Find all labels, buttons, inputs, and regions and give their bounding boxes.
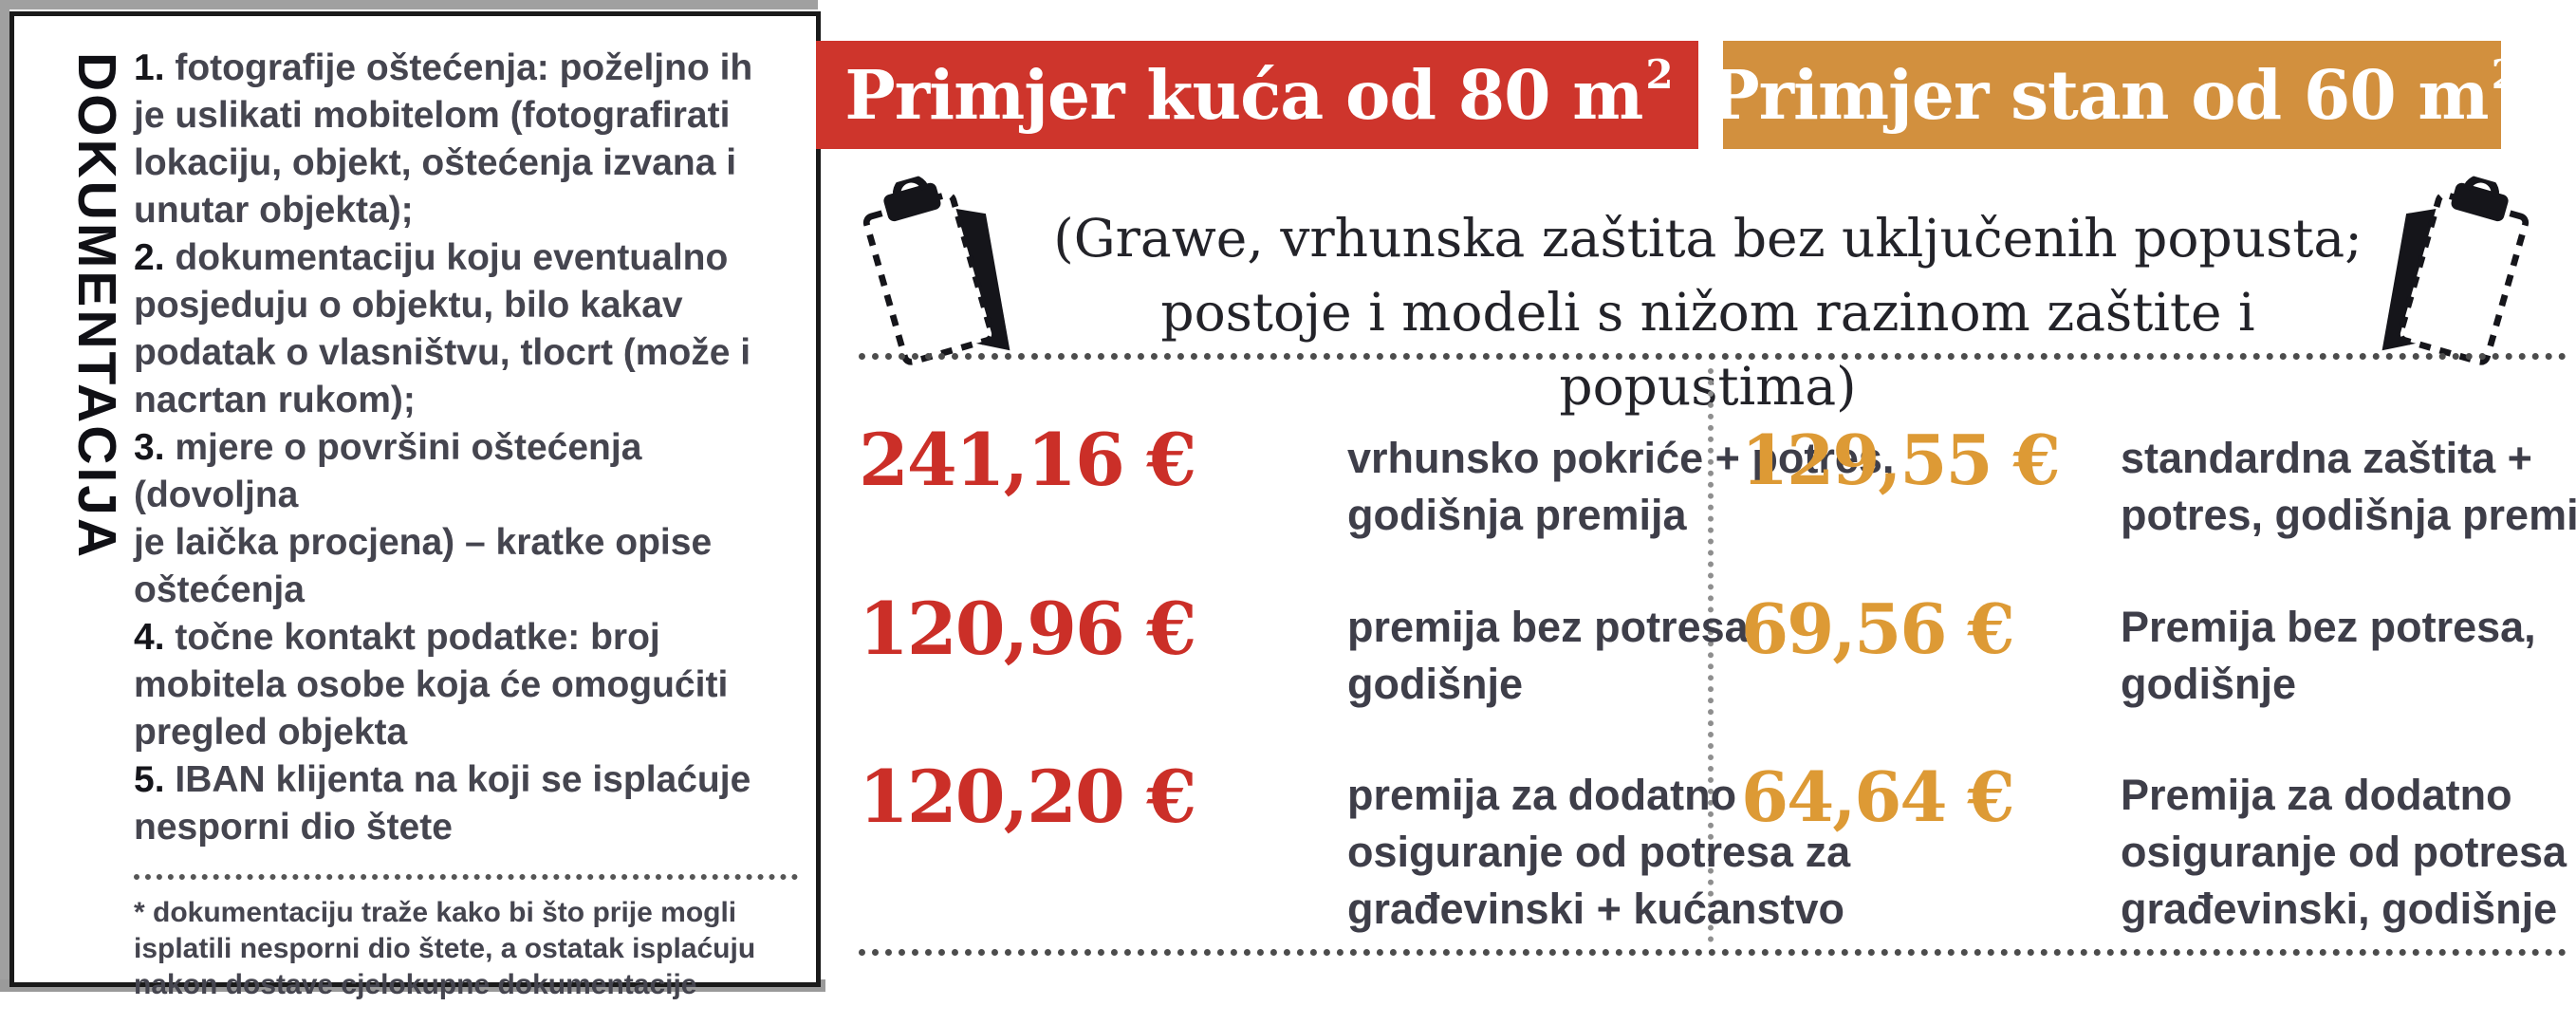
clipboard-icon (835, 153, 1054, 391)
header-house-label: Primjer kuća od 80 m (844, 55, 1643, 135)
list-item: 4. točne kontakt podatke: broj mobitela … (134, 614, 804, 756)
item-text: fotografije oštećenja: poželjno ih je us… (134, 47, 753, 231)
price-value: 69,56 € (1741, 588, 2015, 669)
header-house-sup: 2 (1645, 50, 1673, 98)
item-text: točne kontakt podatke: broj mobitela oso… (134, 617, 729, 753)
dotted-rule-bottom (859, 949, 2567, 956)
dotted-column-divider (1708, 368, 1714, 942)
price-row-house-3: 120,20 € premija za dodatno osiguranje o… (859, 759, 1936, 938)
scan-edge-top (0, 0, 818, 9)
price-description: premija bez potresa, godišnje (1347, 603, 1761, 708)
price-row-house-1: 241,16 € vrhunsko pokriće + potres, godi… (859, 422, 1936, 544)
item-number: 1. (134, 47, 165, 88)
list-item: 3. mjere o površini oštećenja (dovoljna … (134, 424, 804, 614)
panel-footnote: * dokumentaciju traže kako bi što prije … (134, 897, 756, 1000)
price-description: Premija za dodatno osiguranje od potresa… (2121, 771, 2567, 933)
item-number: 5. (134, 759, 165, 800)
clipboard-icon (2339, 153, 2558, 391)
item-text: mjere o površini oštećenja (dovoljna je … (134, 427, 713, 610)
list-item: 5. IBAN klijenta na koji se isplaćuje ne… (134, 756, 804, 851)
price-description: vrhunsko pokriće + potres, godišnja prem… (1347, 434, 1895, 539)
price-row-apartment-1: 129,55 € standardna zaštita + potres, go… (1741, 422, 2576, 544)
documentation-panel: DOKUMENTACIJA 1. fotografije oštećenja: … (9, 11, 821, 1000)
price-value: 64,64 € (1741, 756, 2015, 837)
item-number: 4. (134, 617, 165, 658)
price-description: premija za dodatno osiguranje od potresa… (1347, 771, 1851, 933)
item-number: 2. (134, 237, 165, 278)
price-value: 241,16 € (859, 418, 1196, 502)
dotted-rule-top (859, 353, 2567, 360)
price-description: Premija bez potresa, godišnje (2121, 603, 2536, 708)
item-text: IBAN klijenta na koji se isplaćuje nespo… (134, 759, 751, 848)
price-value: 129,55 € (1741, 419, 2061, 500)
item-number: 3. (134, 427, 165, 468)
scan-edge-left (0, 9, 9, 985)
list-item: 2. dokumentaciju koju eventualno posjedu… (134, 234, 804, 424)
panel-vertical-title: DOKUMENTACIJA (66, 52, 127, 561)
item-text: dokumentaciju koju eventualno posjeduju … (134, 237, 751, 420)
price-row-apartment-2: 69,56 € Premija bez potresa, godišnje (1741, 591, 2576, 713)
price-description: standardna zaštita + potres, godišnja pr… (2121, 434, 2576, 539)
header-apartment-sup: 2 (2491, 50, 2519, 98)
subtitle-note: (Grawe, vrhunska zaštita bez uključenih … (1053, 208, 2363, 417)
list-item: 1. fotografije oštećenja: poželjno ih je… (134, 45, 804, 234)
header-apartment-label: Primjer stan od 60 m (1709, 55, 2489, 135)
footnote-separator (134, 874, 798, 880)
price-row-apartment-3: 64,64 € Premija za dodatno osiguranje od… (1741, 759, 2576, 938)
price-row-house-2: 120,96 € premija bez potresa, godišnje (859, 591, 1936, 713)
price-value: 120,96 € (859, 587, 1196, 671)
price-value: 120,20 € (859, 755, 1196, 839)
documentation-list: 1. fotografije oštećenja: poželjno ih je… (128, 16, 813, 1000)
